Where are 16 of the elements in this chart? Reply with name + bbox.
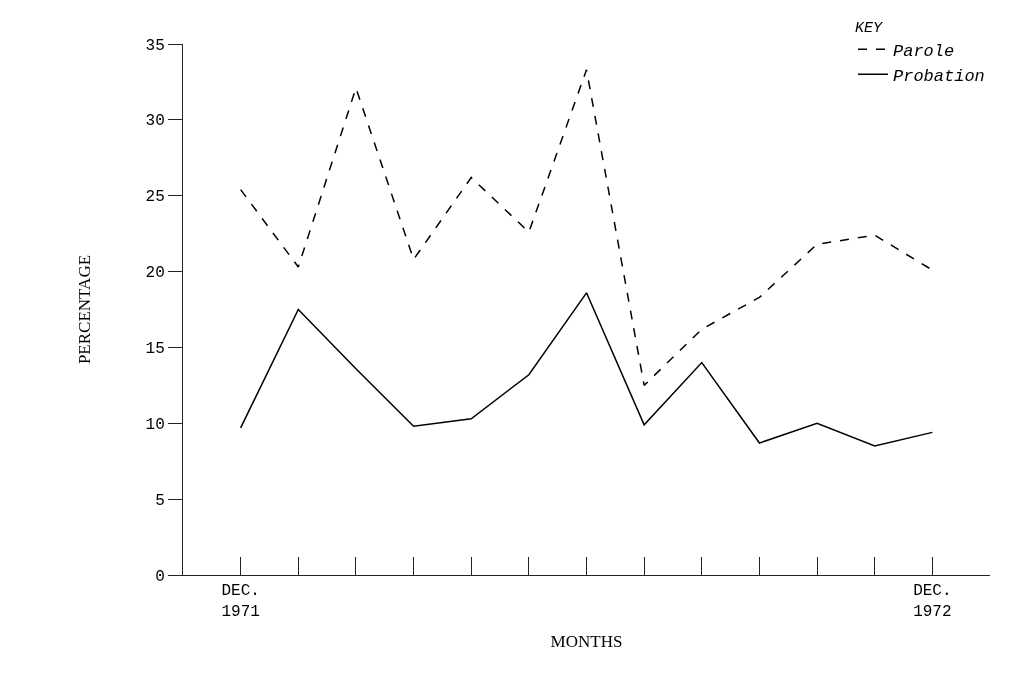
y-tick-label: 25 [145,188,165,207]
line-series [239,292,934,447]
y-tick-label: 15 [145,340,165,359]
y-tick-label: 30 [145,112,165,131]
y-tick-label: 35 [145,36,165,55]
y-axis-title: PERCENTAGE [75,254,95,365]
y-tick-label: 0 [155,567,165,586]
y-tick-label: 10 [145,415,165,434]
legend-title: KEY [855,19,883,37]
y-tick-label: 5 [155,491,165,510]
legend-label: Probation [893,66,985,86]
y-tick-label: 20 [145,264,165,283]
x-tick-label: DEC. 1972 [913,582,952,621]
legend-label: Parole [893,41,955,61]
x-axis-title: MONTHS [550,632,623,652]
x-tick-label: DEC. 1971 [221,582,260,621]
